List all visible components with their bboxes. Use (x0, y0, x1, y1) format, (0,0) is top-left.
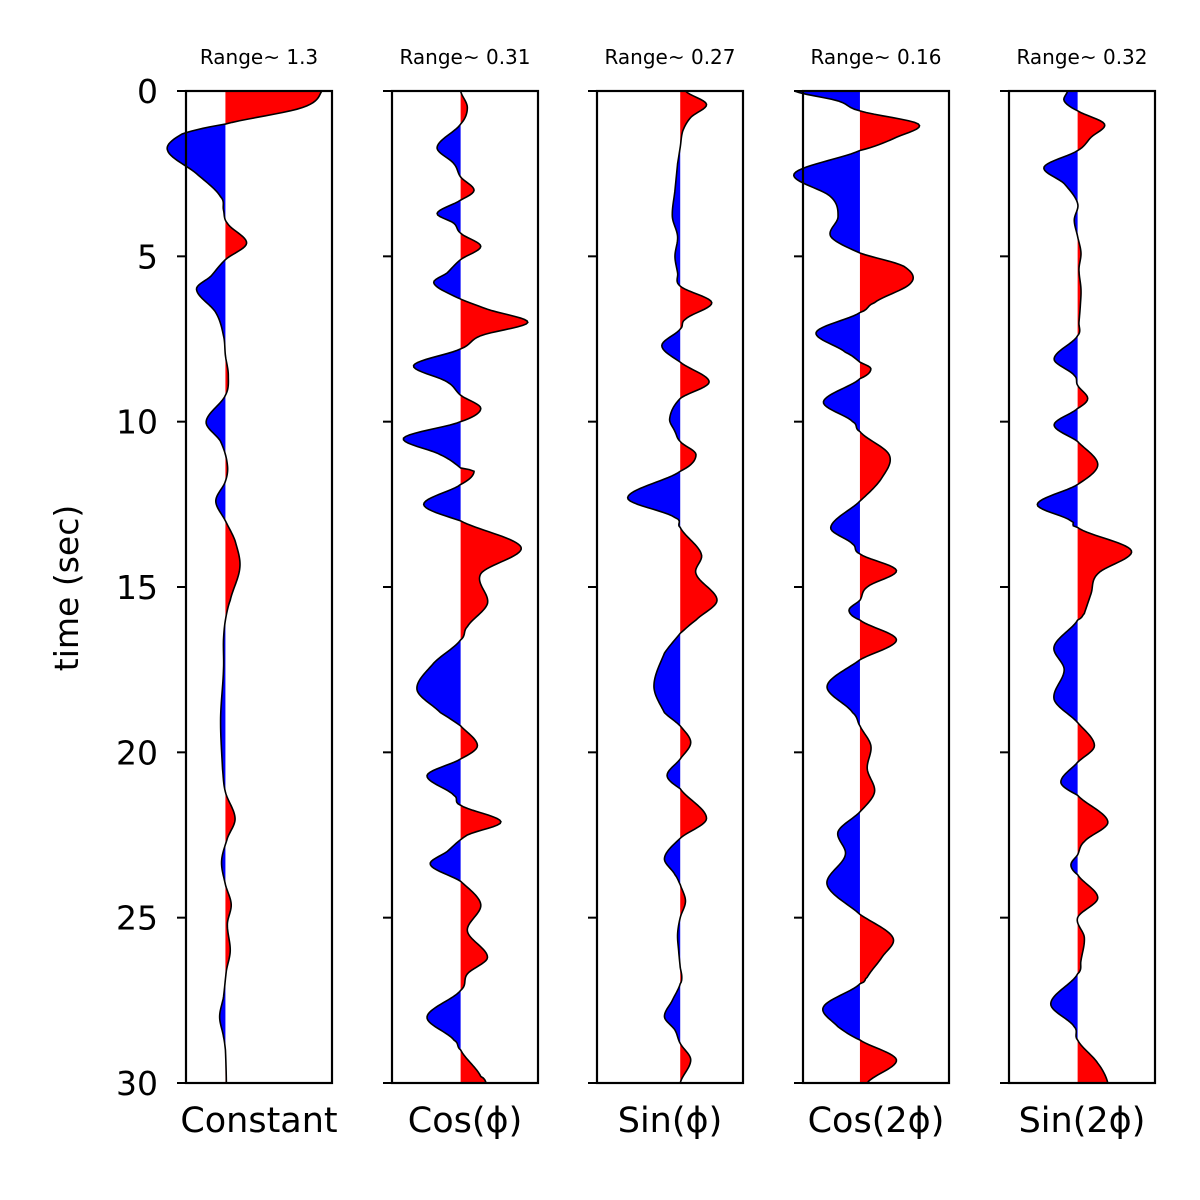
panel-xlabel: Sin(ϕ) (618, 1101, 723, 1141)
panel-xlabel: Cos(2ϕ) (808, 1101, 945, 1141)
trace-line (166, 90, 323, 1084)
panel-title: Range~ 0.31 (399, 45, 530, 69)
y-tick-label: 5 (137, 237, 158, 276)
positive-fill (460, 91, 528, 1083)
negative-fill (793, 91, 860, 1083)
panel-title: Range~ 0.16 (810, 45, 941, 69)
positive-fill (680, 91, 718, 1083)
y-tick-label: 25 (116, 899, 158, 938)
panel-4: Range~ 0.16 Cos(2ϕ) (792, 45, 951, 1141)
panel-title: Range~ 0.32 (1016, 45, 1147, 69)
axes-frame (184, 89, 334, 1085)
panel-5: Range~ 0.32 Sin(2ϕ) (1000, 45, 1157, 1141)
trace-line (1036, 90, 1133, 1084)
y-tick-label: 0 (137, 72, 158, 111)
panel-title: Range~ 0.27 (604, 45, 735, 69)
panel-3: Range~ 0.27 Sin(ϕ) (588, 45, 745, 1141)
panel-1: 0 5 10 15 20 25 30 Range~ 1.3 Constant (116, 45, 338, 1141)
positive-fill (225, 91, 322, 1083)
trace-line (626, 90, 718, 1084)
y-tick-label: 30 (116, 1064, 158, 1103)
panel-xlabel: Cos(ϕ) (408, 1101, 523, 1141)
y-tick-label: 15 (116, 568, 158, 607)
positive-fill (1077, 91, 1132, 1083)
panel-2: Range~ 0.31 Cos(ϕ) (383, 45, 540, 1141)
panel-xlabel: Sin(2ϕ) (1019, 1101, 1146, 1141)
negative-fill (403, 91, 461, 1083)
negative-fill (627, 91, 681, 1083)
axes-frame (595, 89, 745, 1085)
y-axis-label: time (sec) (47, 505, 86, 671)
panel-xlabel: Constant (180, 1101, 337, 1141)
panels: 0 5 10 15 20 25 30 Range~ 1.3 Constant Range~ 0.3… (116, 45, 1157, 1141)
positive-fill (859, 91, 920, 1083)
trace-line (402, 90, 529, 1084)
panel-title: Range~ 1.3 (200, 45, 318, 69)
trace-line (792, 90, 921, 1084)
negative-fill (167, 91, 226, 1083)
y-tick-label: 10 (116, 403, 158, 442)
negative-fill (1037, 91, 1078, 1083)
y-tick-label: 20 (116, 733, 158, 772)
